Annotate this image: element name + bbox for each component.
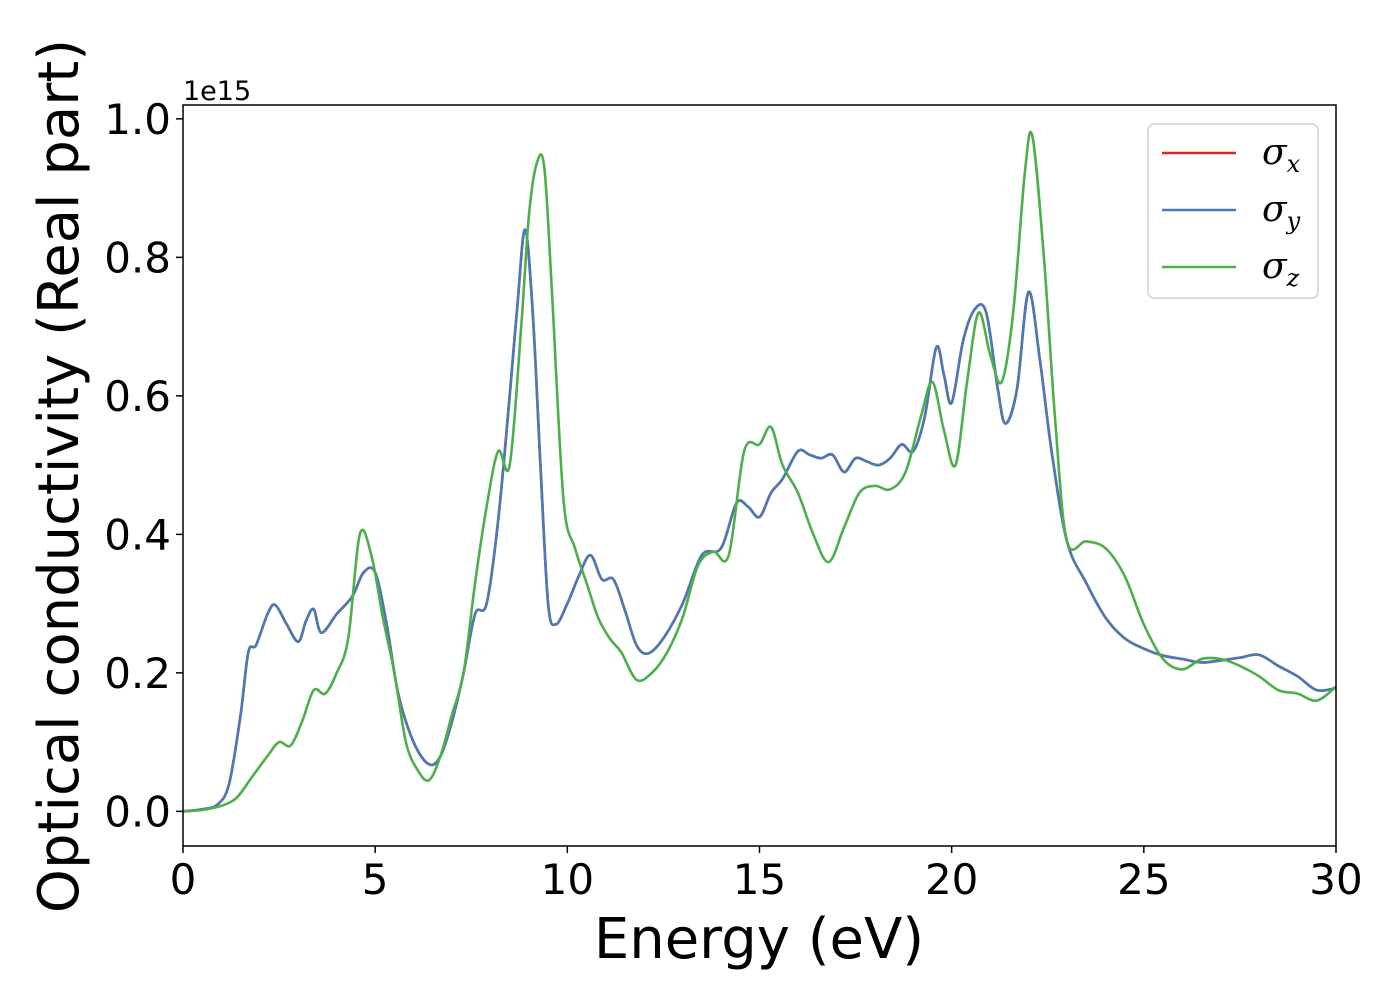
y-tick-label: 0.2 bbox=[104, 649, 171, 698]
legend-label-z: σz bbox=[1262, 246, 1300, 292]
x-axis-title: Energy (eV) bbox=[594, 907, 924, 972]
series-line-z bbox=[183, 130, 1336, 813]
x-tick-label: 20 bbox=[925, 855, 978, 904]
legend: σx σy σz bbox=[1147, 123, 1319, 299]
series-line-y bbox=[183, 228, 1336, 813]
legend-items: σx σy σz bbox=[1162, 132, 1301, 292]
y-tick-label: 0.6 bbox=[104, 372, 171, 421]
x-tick-label: 5 bbox=[362, 855, 389, 904]
x-tick-label: 30 bbox=[1309, 855, 1362, 904]
x-tick-label: 15 bbox=[733, 855, 786, 904]
y-tick-label: 0.8 bbox=[104, 233, 171, 282]
y-tick-label: 0.0 bbox=[104, 787, 171, 836]
x-tick-label: 25 bbox=[1117, 855, 1170, 904]
series-line-x bbox=[183, 228, 1336, 813]
y-axis-title: Optical conductivity (Real part) bbox=[27, 39, 92, 913]
y-axis: 0.0 0.2 0.4 0.6 0.8 1.0 bbox=[104, 95, 183, 836]
y-axis-offset-label: 1e15 bbox=[183, 76, 251, 107]
y-tick-label: 0.4 bbox=[104, 510, 171, 559]
legend-label-x: σx bbox=[1262, 132, 1301, 178]
x-tick-label: 10 bbox=[541, 855, 594, 904]
y-tick-label: 1.0 bbox=[104, 95, 171, 144]
x-axis: 0 5 10 15 20 25 30 bbox=[170, 846, 1363, 904]
legend-label-y: σy bbox=[1262, 189, 1301, 235]
x-tick-label: 0 bbox=[170, 855, 197, 904]
series-lines bbox=[183, 130, 1336, 813]
